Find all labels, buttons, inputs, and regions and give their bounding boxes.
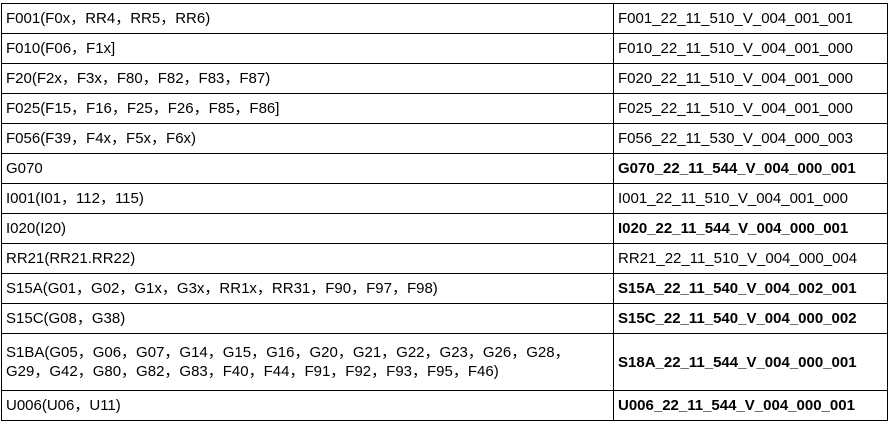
version-code-cell: F010_22_11_510_V_004_001_000 (613, 33, 888, 64)
group-name-cell: RR21(RR21.RR22) (1, 243, 614, 274)
version-code-cell: F001_22_11_510_V_004_001_001 (613, 3, 888, 34)
table-row: F056(F39，F4x，F5x，F6x) F056_22_11_530_V_00… (1, 123, 888, 154)
table-row: G070 G070_22_11_544_V_004_000_001 (1, 153, 888, 184)
table-body: F001(F0x，RR4，RR5，RR6) F001_22_11_510_V_00… (1, 3, 888, 421)
version-code-cell: S15C_22_11_540_V_004_000_002 (613, 303, 888, 334)
group-name-cell: F025(F15，F16，F25，F26，F85，F86] (1, 93, 614, 124)
table-row: S1BA(G05，G06，G07，G14，G15，G16，G20，G21，G22… (1, 333, 888, 391)
version-code-cell: F025_22_11_510_V_004_001_000 (613, 93, 888, 124)
group-name-cell: F010(F06，F1x] (1, 33, 614, 64)
table-row: I020(I20) I020_22_11_544_V_004_000_001 (1, 213, 888, 244)
version-code-cell: F020_22_11_510_V_004_001_000 (613, 63, 888, 94)
version-code-cell: F056_22_11_530_V_004_000_003 (613, 123, 888, 154)
group-name-cell: S1BA(G05，G06，G07，G14，G15，G16，G20，G21，G22… (1, 333, 614, 391)
group-name-cell: S15C(G08，G38) (1, 303, 614, 334)
mapping-table: F001(F0x，RR4，RR5，RR6) F001_22_11_510_V_00… (1, 3, 888, 421)
table-row: I001(I01，112，115) I001_22_11_510_V_004_00… (1, 183, 888, 214)
table-row: S15A(G01，G02，G1x，G3x，RR1x，RR31，F90，F97，F… (1, 273, 888, 304)
table-row: F025(F15，F16，F25，F26，F85，F86] F025_22_11_… (1, 93, 888, 124)
group-name-cell: I020(I20) (1, 213, 614, 244)
version-code-cell: U006_22_11_544_V_004_000_001 (613, 390, 888, 421)
version-code-cell: S18A_22_11_544_V_004_000_001 (613, 333, 888, 391)
group-name-cell: U006(U06，U11) (1, 390, 614, 421)
group-name-cell: F056(F39，F4x，F5x，F6x) (1, 123, 614, 154)
table-row: RR21(RR21.RR22) RR21_22_11_510_V_004_000_… (1, 243, 888, 274)
group-name-cell: G070 (1, 153, 614, 184)
version-code-cell: G070_22_11_544_V_004_000_001 (613, 153, 888, 184)
version-code-cell: RR21_22_11_510_V_004_000_004 (613, 243, 888, 274)
table-row: F001(F0x，RR4，RR5，RR6) F001_22_11_510_V_00… (1, 3, 888, 34)
table-row: F20(F2x，F3x，F80，F82，F83，F87) F020_22_11_5… (1, 63, 888, 94)
version-code-cell: I020_22_11_544_V_004_000_001 (613, 213, 888, 244)
table-row: F010(F06，F1x] F010_22_11_510_V_004_001_00… (1, 33, 888, 64)
group-name-cell: F20(F2x，F3x，F80，F82，F83，F87) (1, 63, 614, 94)
group-name-cell: I001(I01，112，115) (1, 183, 614, 214)
group-name-cell: F001(F0x，RR4，RR5，RR6) (1, 3, 614, 34)
table-row: S15C(G08，G38) S15C_22_11_540_V_004_000_00… (1, 303, 888, 334)
version-code-cell: S15A_22_11_540_V_004_002_001 (613, 273, 888, 304)
group-name-cell: S15A(G01，G02，G1x，G3x，RR1x，RR31，F90，F97，F… (1, 273, 614, 304)
version-code-cell: I001_22_11_510_V_004_001_000 (613, 183, 888, 214)
table-row: U006(U06，U11) U006_22_11_544_V_004_000_00… (1, 390, 888, 421)
